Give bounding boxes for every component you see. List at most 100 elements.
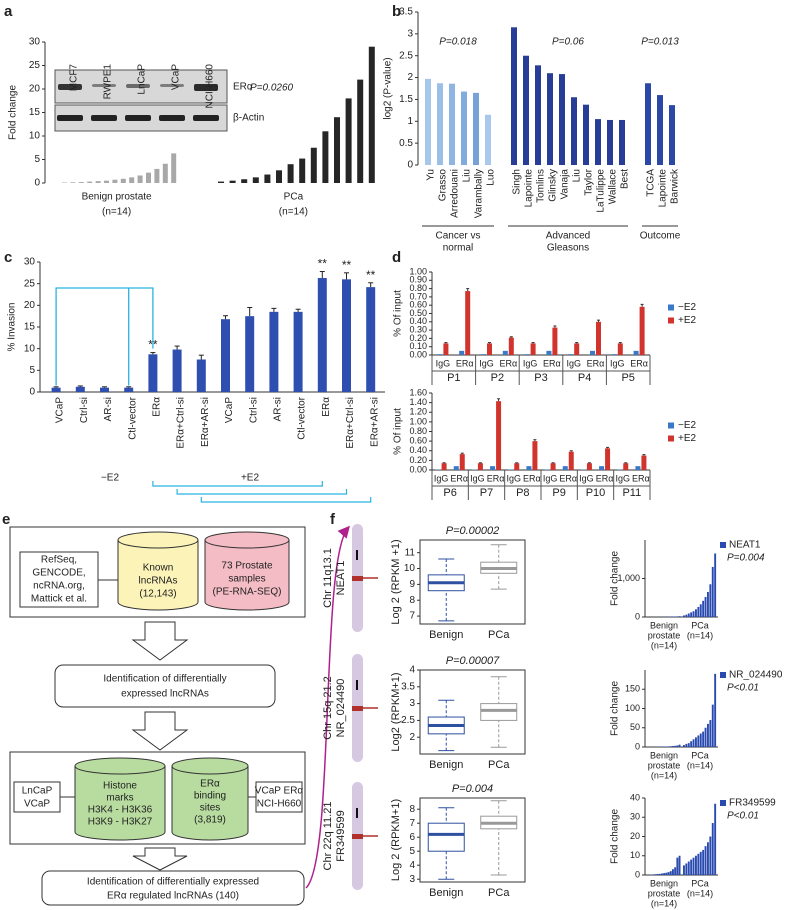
step-label: Identification of differentially	[103, 674, 226, 685]
group-n: (n=14)	[651, 898, 677, 908]
bar	[269, 311, 279, 392]
bar	[599, 466, 605, 470]
bar	[676, 616, 679, 617]
y-tick-label: 5	[34, 154, 40, 165]
arrow	[131, 711, 189, 751]
panel-label: e	[2, 511, 10, 528]
y-tick-label: 1	[407, 116, 413, 127]
y-tick-label: 10	[29, 131, 41, 142]
group-label: Benign	[650, 878, 678, 888]
bar	[245, 316, 255, 392]
bar	[146, 172, 151, 183]
x-tick-label: Luo	[486, 169, 497, 186]
panel-label: d	[392, 249, 401, 266]
x-tick-label: IgG	[543, 473, 558, 483]
y-tick-label: 6	[409, 832, 415, 843]
x-tick-label: PCa	[488, 887, 510, 899]
node-label: samples	[228, 574, 265, 585]
lane-label: LnCaP	[137, 64, 148, 95]
bar	[490, 466, 496, 470]
group-label: PCa	[691, 620, 709, 630]
y-tick-label: 1.60	[409, 387, 427, 397]
bar	[357, 79, 364, 183]
x-tick-label: ERα	[596, 473, 614, 483]
bar	[317, 278, 327, 392]
bar	[535, 65, 541, 165]
bar	[635, 466, 641, 470]
y-tick-label: 1.20	[409, 407, 427, 417]
y-tick-label: 11	[405, 547, 416, 558]
legend-swatch	[668, 422, 674, 429]
bar	[481, 354, 486, 355]
bar	[702, 600, 705, 617]
flow-diagram: RefSeq, GENCODE, ncRNA.org, Mattick et a…	[9, 525, 350, 906]
band	[194, 84, 218, 91]
bar	[87, 181, 93, 183]
x-tick-label: Vanaja	[560, 169, 571, 200]
bar	[441, 463, 447, 470]
x-tick-label: ERα	[456, 358, 474, 368]
x-tick-label: Ctl-vector	[127, 396, 138, 439]
box-title: P=0.00002	[446, 525, 500, 537]
cell-box	[255, 781, 303, 813]
y-tick-label: 150	[625, 684, 640, 694]
node-label: 73 Prostate	[221, 561, 273, 572]
annotation: P=0.06	[552, 37, 584, 48]
bar	[674, 745, 677, 747]
group-label: normal	[443, 243, 474, 254]
x-tick-label: Arredouani	[450, 169, 461, 218]
bar	[687, 743, 690, 747]
node-label: marks	[106, 793, 133, 804]
bar	[665, 872, 668, 875]
y-tick-label: 7	[409, 818, 415, 829]
x-tick-label: Grasso	[438, 169, 449, 202]
frame	[9, 526, 306, 618]
bar	[241, 179, 248, 183]
bar	[641, 455, 647, 470]
bar	[707, 842, 709, 875]
x-tick-label: IgG	[566, 358, 581, 368]
bar	[449, 83, 455, 165]
bar	[487, 343, 492, 355]
bar	[669, 871, 672, 875]
annotation: P=0.018	[439, 37, 477, 48]
node-label: ERα	[200, 779, 220, 790]
y-tick-label: 0	[635, 869, 640, 879]
bar	[699, 851, 702, 875]
x-tick-label: ERα	[632, 473, 650, 483]
y-tick-label: 3	[409, 698, 415, 709]
bar	[154, 168, 160, 183]
x-tick-label: Ctrl-si	[79, 397, 90, 423]
x-tick-label: Yu	[426, 169, 437, 181]
y-axis-label: Fold change	[610, 551, 621, 606]
bar	[692, 739, 695, 747]
bar	[334, 117, 340, 183]
y-tick-label: 0	[635, 741, 640, 751]
condition-label: +E2	[241, 473, 260, 484]
bar	[704, 846, 707, 875]
group-label: P4	[578, 372, 591, 384]
y-tick-label: 0	[407, 160, 413, 171]
x-tick-label: LaTulippe	[596, 169, 607, 213]
x-tick-label: VCaP	[55, 397, 66, 423]
y-tick-label: 20	[29, 84, 41, 95]
y-tick-label: 30	[29, 37, 41, 48]
node-label: (3,819)	[194, 815, 226, 826]
bar	[695, 609, 697, 617]
bar	[695, 855, 697, 875]
bar	[508, 337, 514, 355]
group-label: P5	[621, 372, 634, 384]
bar	[571, 97, 577, 165]
bar	[690, 612, 693, 617]
x-tick-label: ERα+Ctrl-si	[176, 397, 187, 449]
bracket	[200, 497, 372, 503]
bar	[676, 857, 679, 875]
bar	[514, 463, 520, 470]
bar	[524, 354, 530, 355]
y-axis-label: log2 (P-value)	[383, 57, 394, 119]
bar	[568, 354, 574, 355]
bar	[697, 735, 700, 747]
legend-swatch	[720, 542, 726, 548]
source: RefSeq,	[41, 555, 77, 566]
